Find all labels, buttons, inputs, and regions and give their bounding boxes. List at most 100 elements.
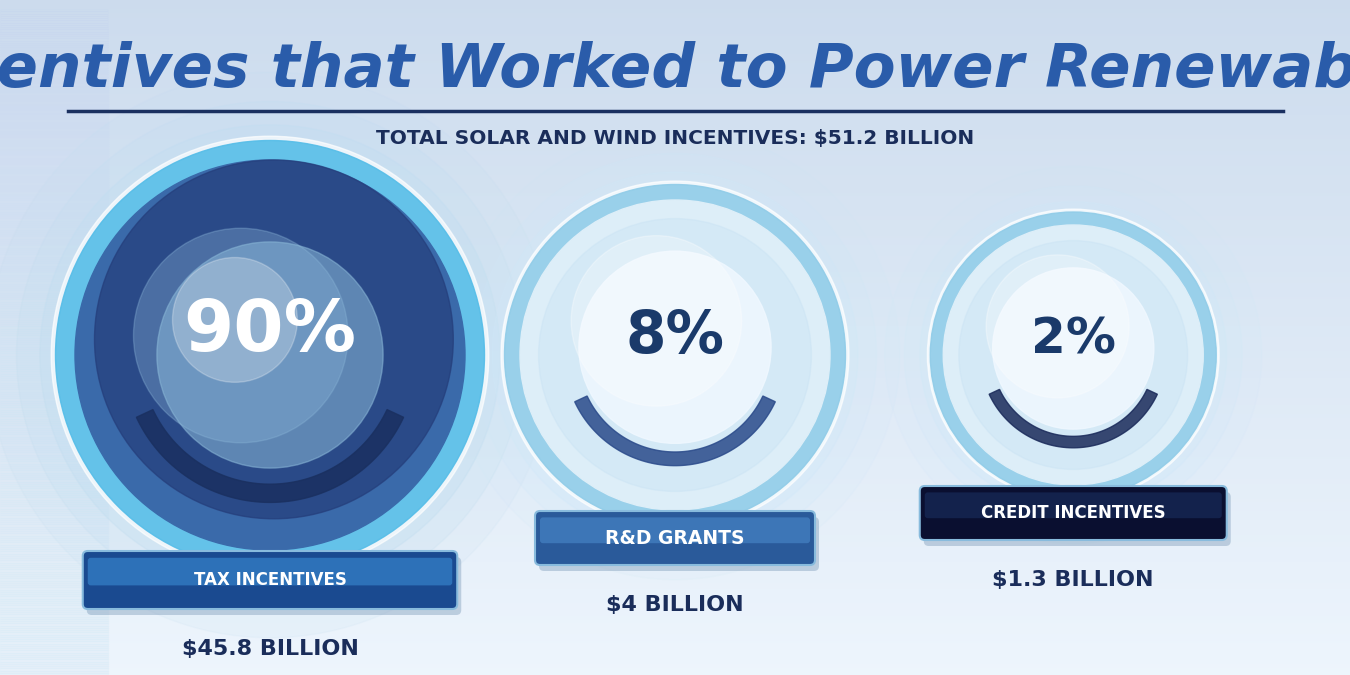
Bar xyxy=(0,427,108,430)
Bar xyxy=(0,9,1350,11)
Bar xyxy=(0,508,1350,511)
Bar xyxy=(0,146,108,148)
Bar xyxy=(0,610,1350,612)
Bar xyxy=(0,32,108,34)
Text: Incentives that Worked to Power Renewables: Incentives that Worked to Power Renewabl… xyxy=(0,41,1350,101)
Bar xyxy=(0,106,1350,108)
Bar xyxy=(0,554,1350,556)
Bar xyxy=(0,49,1350,52)
Bar xyxy=(0,227,108,230)
Bar xyxy=(0,5,108,7)
Bar xyxy=(0,434,108,437)
Bar xyxy=(0,529,1350,531)
Bar xyxy=(0,329,108,331)
Bar xyxy=(0,653,108,655)
Bar xyxy=(0,423,108,425)
Bar xyxy=(0,569,108,572)
Bar xyxy=(0,43,108,45)
Bar xyxy=(0,313,108,315)
Bar xyxy=(0,11,1350,14)
Bar xyxy=(0,25,108,27)
FancyBboxPatch shape xyxy=(539,517,819,571)
Bar xyxy=(0,371,108,373)
Bar xyxy=(0,290,108,292)
Bar xyxy=(0,119,1350,122)
Bar xyxy=(0,2,108,5)
Bar xyxy=(0,565,108,567)
Bar xyxy=(0,83,1350,86)
Bar xyxy=(0,405,108,407)
Bar xyxy=(0,340,108,342)
Bar xyxy=(0,205,108,207)
Circle shape xyxy=(76,160,464,550)
Bar xyxy=(0,414,1350,416)
Bar xyxy=(0,319,108,322)
Bar xyxy=(0,56,1350,59)
Bar xyxy=(0,396,1350,398)
Bar xyxy=(0,668,1350,670)
Bar xyxy=(0,524,1350,526)
Text: 2%: 2% xyxy=(1031,315,1115,363)
Bar xyxy=(0,281,1350,283)
Bar xyxy=(0,68,1350,70)
Bar xyxy=(0,567,108,569)
Bar xyxy=(0,556,1350,558)
Bar xyxy=(0,549,108,551)
Bar xyxy=(0,587,108,589)
Bar xyxy=(0,484,108,486)
Bar xyxy=(0,214,1350,216)
Circle shape xyxy=(493,172,857,538)
Bar xyxy=(0,659,1350,662)
Bar xyxy=(0,400,1350,403)
Bar xyxy=(0,45,1350,47)
Bar xyxy=(0,133,1350,135)
Bar xyxy=(0,441,1350,443)
Bar xyxy=(0,286,1350,288)
Bar xyxy=(0,90,108,92)
Bar xyxy=(0,234,108,236)
Bar xyxy=(0,441,108,443)
Bar xyxy=(0,535,1350,538)
Bar xyxy=(0,418,108,421)
Text: $4 BILLION: $4 BILLION xyxy=(606,595,744,615)
Bar xyxy=(0,54,108,56)
Bar xyxy=(0,171,108,173)
Bar xyxy=(0,22,108,25)
Bar xyxy=(0,475,1350,477)
Bar xyxy=(0,538,108,540)
Circle shape xyxy=(51,136,489,574)
Bar xyxy=(0,646,1350,648)
Bar xyxy=(0,612,108,614)
Bar xyxy=(0,500,108,502)
Bar xyxy=(0,88,108,90)
Bar xyxy=(0,414,108,416)
Bar xyxy=(0,508,108,511)
Bar xyxy=(0,2,1350,5)
Bar xyxy=(0,427,1350,430)
Bar xyxy=(0,130,108,133)
Bar xyxy=(0,124,108,126)
Bar xyxy=(0,34,108,36)
Bar xyxy=(0,461,108,464)
Bar xyxy=(0,284,108,286)
Bar xyxy=(0,99,1350,101)
Circle shape xyxy=(927,209,1219,501)
Bar xyxy=(0,434,1350,437)
Bar xyxy=(0,20,108,22)
Bar xyxy=(0,254,1350,256)
Bar xyxy=(0,574,1350,576)
Bar xyxy=(0,421,1350,423)
Bar xyxy=(0,522,1350,524)
Circle shape xyxy=(134,228,348,443)
Bar xyxy=(0,338,108,340)
FancyBboxPatch shape xyxy=(540,518,810,543)
Bar xyxy=(0,373,1350,376)
Text: R&D GRANTS: R&D GRANTS xyxy=(605,529,745,547)
Bar xyxy=(0,225,108,227)
Bar xyxy=(0,443,108,446)
Bar xyxy=(0,585,108,587)
Bar xyxy=(0,200,1350,202)
Bar xyxy=(0,551,1350,553)
Bar xyxy=(0,86,108,88)
Text: TOTAL SOLAR AND WIND INCENTIVES: $51.2 BILLION: TOTAL SOLAR AND WIND INCENTIVES: $51.2 B… xyxy=(375,129,975,148)
